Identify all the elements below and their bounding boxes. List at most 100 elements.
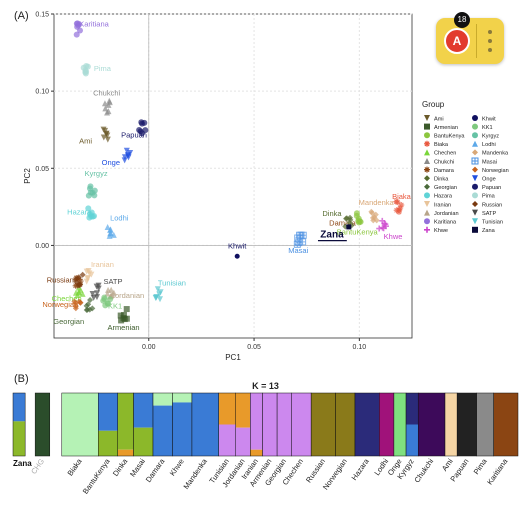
widget-divider xyxy=(476,24,477,58)
point-label: Hazara xyxy=(67,207,92,216)
pca-scatter-plot: 0.00 0.05 0.10 0.00 0.05 0.10 0.15 PC1 PC2 Ami Arm… xyxy=(23,12,413,362)
point-label: Onge xyxy=(102,158,120,167)
point-label: Iranian xyxy=(91,260,114,269)
more-vertical-icon[interactable] xyxy=(481,26,499,56)
scatter-point xyxy=(83,63,90,70)
scatter-series-chukchi: Chukchi xyxy=(93,89,121,116)
legend-item-lodhi: Lodhi xyxy=(472,140,496,148)
scatter-point xyxy=(77,281,84,288)
scatter-point xyxy=(120,312,127,319)
admixture-segment xyxy=(218,424,236,456)
scatter-series-pima: Pima xyxy=(80,63,112,77)
panel-b-label: (B) xyxy=(14,373,29,385)
admixture-segment xyxy=(13,421,26,456)
admixture-segment xyxy=(218,393,236,425)
scatter-point xyxy=(117,312,124,319)
legend-swatch xyxy=(424,192,430,199)
legend-label: SATP xyxy=(482,211,496,217)
legend-swatch xyxy=(424,115,430,121)
scatter-point xyxy=(86,306,93,313)
scatter-point xyxy=(93,294,100,301)
legend-item-norwegian: Norwegian xyxy=(472,166,509,174)
scatter-series-onge: Onge xyxy=(102,147,134,167)
scatter-point xyxy=(110,289,117,296)
point-label: Biaka xyxy=(392,192,412,201)
admixture-segment xyxy=(153,405,173,456)
point-label: Khwe xyxy=(384,232,403,241)
legend-item-chechen: Chechen xyxy=(424,149,456,157)
scatter-series-kyrgyz: Kyrgyz xyxy=(85,169,108,199)
legend-swatch xyxy=(424,166,430,173)
scatter-point xyxy=(88,209,95,216)
scatter-point xyxy=(74,291,81,298)
admixture-bar-biaka: Biaka xyxy=(61,392,99,478)
admixture-label: Dinka xyxy=(111,456,130,478)
scatter-point xyxy=(297,231,305,239)
admixture-segment xyxy=(262,393,278,456)
legend-item-russian: Russian xyxy=(472,201,502,208)
legend-item-ami: Ami xyxy=(424,115,444,122)
scatter-point xyxy=(89,291,96,298)
legend-label: Onge xyxy=(482,177,496,183)
x-tick-label: 0.05 xyxy=(247,344,261,351)
scatter-point xyxy=(397,205,404,212)
admixture-segment xyxy=(235,393,251,428)
scatter-series-ami: Ami xyxy=(79,126,111,146)
legend-label: Kyrgyz xyxy=(482,134,499,140)
admixture-segment xyxy=(117,393,134,450)
scatter-series-kk1: KK1 xyxy=(100,294,122,311)
legend-item-hazara: Hazara xyxy=(424,192,453,200)
legend-label: Norwegian xyxy=(482,168,509,174)
legend-label: Georgian xyxy=(434,185,457,191)
app-icon[interactable]: A xyxy=(444,28,470,54)
scatter-series-karitiana: Karitiana xyxy=(73,19,110,38)
point-label: Chechen xyxy=(52,294,82,303)
scatter-series-armenian: Armenian xyxy=(107,306,140,332)
scatter-point xyxy=(295,239,303,247)
scatter-point xyxy=(77,299,84,306)
scatter-point xyxy=(346,224,352,230)
admixture-segment xyxy=(379,393,394,456)
legend-item-damara: Damara xyxy=(424,166,455,174)
scatter-point xyxy=(398,201,405,208)
admixture-title: K = 13 xyxy=(252,381,279,391)
legend-item-armenian: Armenian xyxy=(424,123,458,131)
scatter-point xyxy=(343,215,350,222)
scatter-point xyxy=(83,68,90,75)
scatter-series-georgian: Georgian xyxy=(53,296,96,326)
legend-item-kyrgyz: Kyrgyz xyxy=(472,132,499,140)
legend-item-papuan: Papuan xyxy=(472,183,501,191)
legend-swatch xyxy=(424,201,430,207)
admixture-segment xyxy=(418,393,446,456)
scatter-point xyxy=(79,271,86,278)
scatter-point xyxy=(105,101,112,108)
scatter-point xyxy=(93,283,100,290)
admixture-segment xyxy=(98,393,118,431)
legend-item-zana: Zana xyxy=(472,226,496,234)
legend-item-jordanian: Jordanian xyxy=(424,209,459,217)
admixture-segment xyxy=(335,393,355,456)
scatter-point xyxy=(353,212,360,219)
scatter-point xyxy=(104,132,111,139)
legend-label: Chechen xyxy=(434,151,456,157)
admixture-segment xyxy=(250,449,263,456)
floating-app-widget[interactable]: A 18 xyxy=(436,12,504,64)
legend-swatch xyxy=(472,175,478,182)
point-label: Armenian xyxy=(107,323,139,332)
point-label: Zana xyxy=(320,230,344,241)
scatter-series-bantukenya: BantuKenya xyxy=(337,210,379,237)
legend-swatch xyxy=(424,140,430,147)
scatter-point xyxy=(85,205,92,212)
scatter-point xyxy=(102,105,109,112)
point-label: Khwit xyxy=(228,241,247,250)
admixture-bar-chg: CHG xyxy=(29,392,51,476)
legend-swatch xyxy=(472,149,478,156)
legend-swatch xyxy=(472,218,478,225)
admixture-label: Mandenka xyxy=(182,456,210,491)
scatter-point xyxy=(376,225,383,232)
scatter-point xyxy=(156,291,163,298)
scatter-point xyxy=(101,100,108,107)
legend-label: Lodhi xyxy=(482,142,496,148)
legend-swatch xyxy=(472,140,478,147)
legend-item-khwit: Khwit xyxy=(472,115,496,122)
